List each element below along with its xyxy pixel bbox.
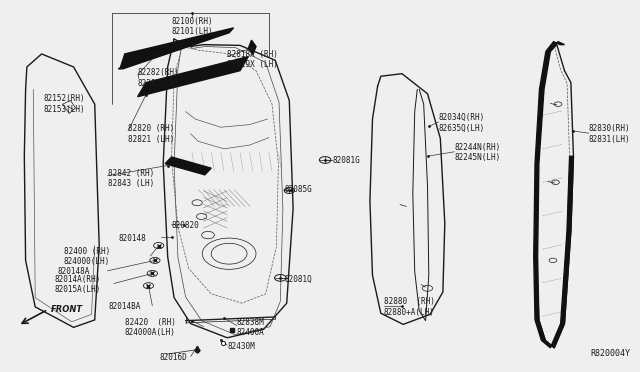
Text: 82014BA: 82014BA <box>109 302 141 311</box>
Text: 82081G: 82081G <box>333 156 360 165</box>
Text: 820820: 820820 <box>172 221 199 230</box>
Text: 82014A(RH)
82015A(LH): 82014A(RH) 82015A(LH) <box>54 275 100 294</box>
Text: 82842 (RH)
82843 (LH): 82842 (RH) 82843 (LH) <box>108 169 154 188</box>
Text: 820148: 820148 <box>118 234 146 243</box>
Text: FRONT: FRONT <box>51 305 83 314</box>
Text: 82880  (RH)
82880+A(LH): 82880 (RH) 82880+A(LH) <box>384 297 435 317</box>
Text: 82818X (RH)
82819X (LH): 82818X (RH) 82819X (LH) <box>227 50 278 69</box>
Polygon shape <box>118 28 234 69</box>
Text: 82820 (RH)
82821 (LH): 82820 (RH) 82821 (LH) <box>128 124 174 144</box>
Text: 82400 (RH)
824000(LH): 82400 (RH) 824000(LH) <box>64 247 110 266</box>
Text: 82430M: 82430M <box>227 342 255 351</box>
Polygon shape <box>165 157 211 175</box>
Text: 82420  (RH)
824000A(LH): 82420 (RH) 824000A(LH) <box>125 318 175 337</box>
Text: 82282(RH)
82283(LH): 82282(RH) 82283(LH) <box>138 68 179 88</box>
Text: 820148A: 820148A <box>58 267 90 276</box>
Polygon shape <box>534 156 573 348</box>
Text: 82152(RH)
82153(LH): 82152(RH) 82153(LH) <box>44 94 85 114</box>
Text: R820004Y: R820004Y <box>590 349 630 358</box>
Text: 82838M
82400A: 82838M 82400A <box>237 318 264 337</box>
Text: 82085G: 82085G <box>285 185 312 194</box>
Text: 82830(RH)
82831(LH): 82830(RH) 82831(LH) <box>589 124 630 144</box>
Text: 82081Q: 82081Q <box>285 275 312 283</box>
Text: 82034Q(RH)
82635Q(LH): 82034Q(RH) 82635Q(LH) <box>438 113 484 132</box>
Text: 82244N(RH)
82245N(LH): 82244N(RH) 82245N(LH) <box>454 143 500 162</box>
Polygon shape <box>248 40 256 55</box>
Polygon shape <box>534 42 564 257</box>
Text: 82100(RH)
82101(LH): 82100(RH) 82101(LH) <box>171 17 213 36</box>
Text: 82016D: 82016D <box>160 353 188 362</box>
Polygon shape <box>138 57 248 97</box>
